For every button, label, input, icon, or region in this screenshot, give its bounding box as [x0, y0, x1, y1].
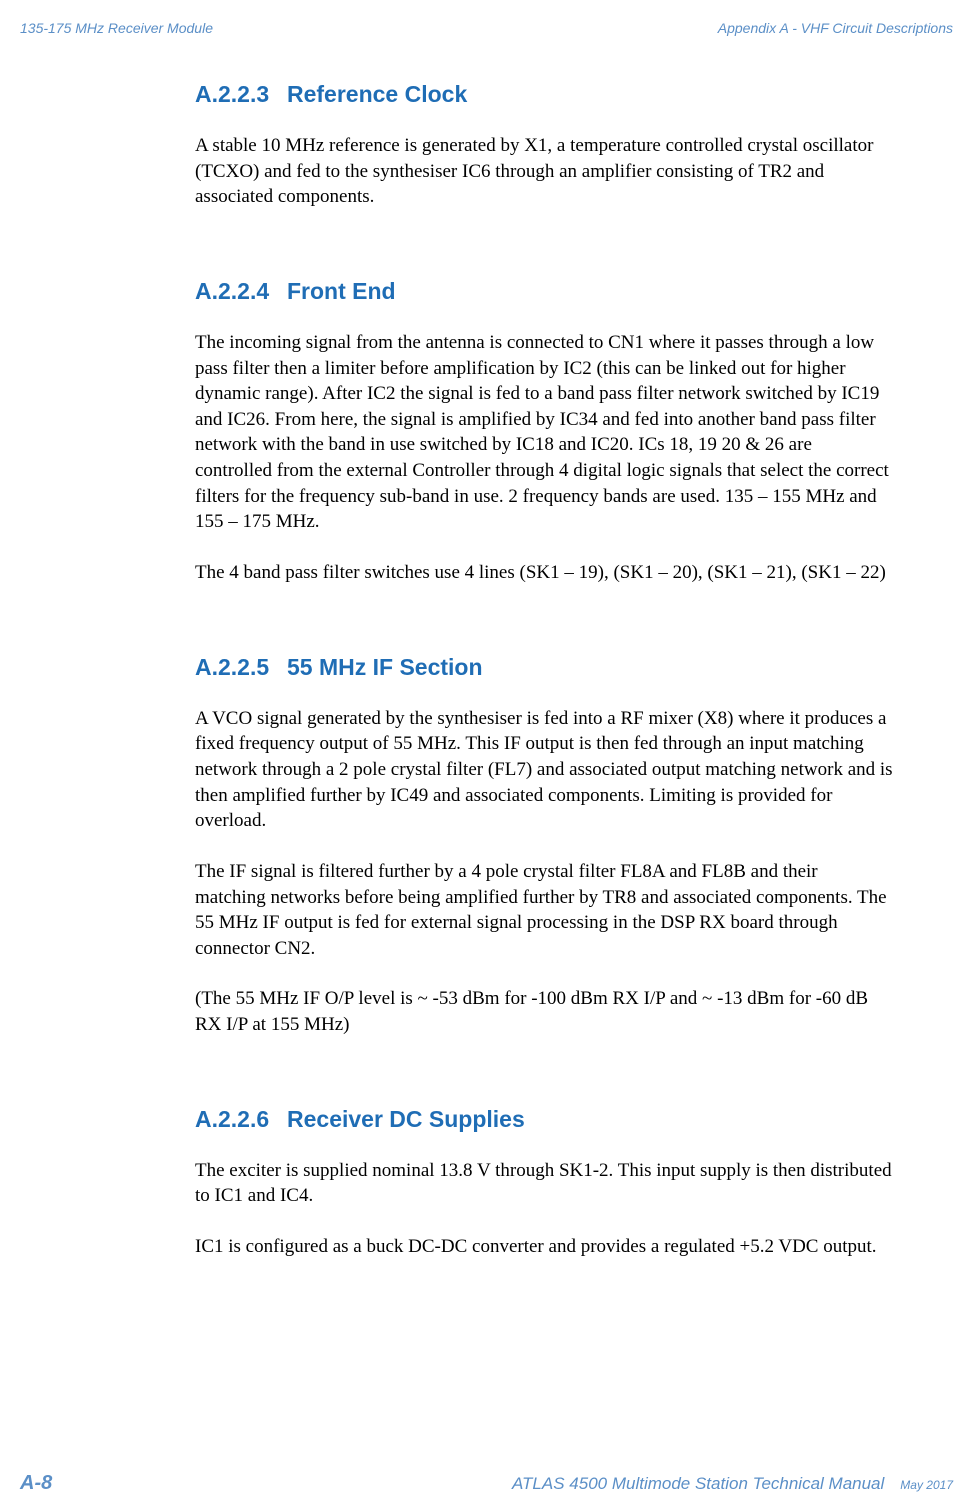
footer-page-number: A-8	[20, 1472, 52, 1495]
section-number: A.2.2.5	[195, 654, 287, 681]
page-footer: A-8 ATLAS 4500 Multimode Station Technic…	[0, 1472, 973, 1495]
section-heading-front-end: A.2.2.4 Front End	[195, 278, 893, 305]
section-heading-dc-supplies: A.2.2.6 Receiver DC Supplies	[195, 1106, 893, 1133]
body-paragraph: A VCO signal generated by the synthesise…	[195, 706, 893, 834]
body-paragraph: The IF signal is filtered further by a 4…	[195, 859, 893, 962]
body-paragraph: IC1 is configured as a buck DC-DC conver…	[195, 1234, 893, 1260]
section-heading-reference-clock: A.2.2.3 Reference Clock	[195, 81, 893, 108]
section-number: A.2.2.4	[195, 278, 287, 305]
header-right: Appendix A - VHF Circuit Descriptions	[718, 20, 953, 36]
footer-right: ATLAS 4500 Multimode Station Technical M…	[512, 1474, 953, 1494]
section-number: A.2.2.3	[195, 81, 287, 108]
section-heading-if-section: A.2.2.5 55 MHz IF Section	[195, 654, 893, 681]
body-paragraph: The exciter is supplied nominal 13.8 V t…	[195, 1158, 893, 1209]
section-title: 55 MHz IF Section	[287, 654, 483, 681]
page-content: A.2.2.3 Reference Clock A stable 10 MHz …	[0, 36, 973, 1260]
header-left: 135-175 MHz Receiver Module	[20, 20, 213, 36]
section-title: Front End	[287, 278, 396, 305]
body-paragraph: (The 55 MHz IF O/P level is ~ -53 dBm fo…	[195, 986, 893, 1037]
footer-date: May 2017	[900, 1478, 953, 1492]
body-paragraph: A stable 10 MHz reference is generated b…	[195, 133, 893, 210]
body-paragraph: The incoming signal from the antenna is …	[195, 330, 893, 535]
body-paragraph: The 4 band pass filter switches use 4 li…	[195, 560, 893, 586]
section-number: A.2.2.6	[195, 1106, 287, 1133]
section-title: Reference Clock	[287, 81, 467, 108]
section-title: Receiver DC Supplies	[287, 1106, 525, 1133]
footer-manual-title: ATLAS 4500 Multimode Station Technical M…	[512, 1474, 884, 1494]
page-header: 135-175 MHz Receiver Module Appendix A -…	[0, 0, 973, 36]
